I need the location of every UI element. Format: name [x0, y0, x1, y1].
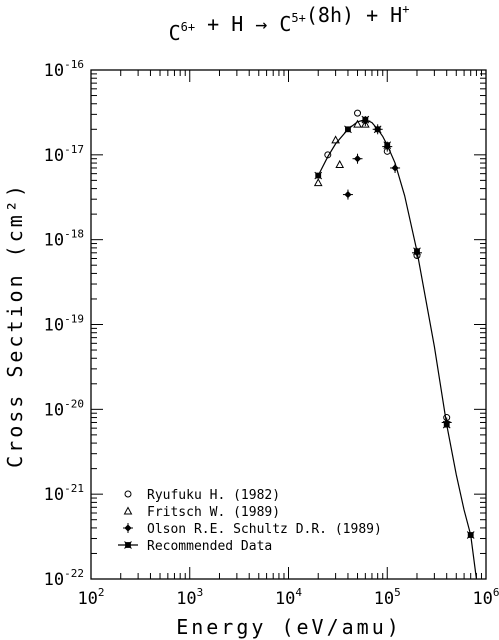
legend-label: Recommended Data [147, 539, 272, 554]
y-tick-label: 10-22 [44, 567, 84, 590]
data-point [390, 162, 401, 173]
recommended-curve [317, 118, 478, 580]
data-point [373, 125, 382, 134]
legend-marker [123, 506, 133, 515]
x-tick-label: 105 [374, 586, 401, 609]
x-tick-label: 102 [77, 586, 104, 609]
legend-label: Fritsch W. (1989) [147, 505, 280, 520]
x-axis-label: Energy (eV/amu) [176, 615, 402, 639]
x-tick-label: 104 [275, 586, 302, 609]
chart-title: C6+ + H → C5+(8h) + H+ [169, 2, 410, 45]
y-tick-label: 10-17 [44, 143, 84, 166]
data-point [383, 141, 392, 150]
y-tick-label: 10-19 [44, 313, 84, 336]
y-axis-label: Cross Section (cm²) [3, 182, 27, 468]
legend-label: Ryufuku H. (1982) [147, 488, 280, 503]
y-tick-label: 10-16 [44, 58, 84, 81]
title-text: C6+ + H → C5+(8h) + H+ [169, 2, 410, 45]
x-tick-label: 103 [176, 586, 203, 609]
y-tick-label: 10-18 [44, 228, 84, 251]
data-point [354, 109, 362, 117]
y-tick-labels: 10-22 10-21 10-20 10-19 10-18 10-17 10-16 [44, 58, 84, 590]
y-tick-label: 10-21 [44, 482, 84, 505]
x-tick-label: 106 [472, 586, 499, 609]
data-point [314, 171, 323, 180]
data-point [344, 125, 352, 134]
data-point [361, 119, 370, 128]
data-markers [313, 109, 475, 539]
legend-marker [123, 523, 133, 533]
data-point [342, 189, 353, 200]
legend-marker [124, 490, 132, 498]
data-point [361, 115, 370, 124]
data-point [466, 531, 475, 539]
legend-label: Olson R.E. Schultz D.R. (1989) [147, 522, 382, 537]
data-point [335, 159, 345, 168]
axis-ticks [90, 69, 487, 580]
legend-marker [124, 541, 132, 549]
y-tick-label: 10-20 [44, 397, 84, 420]
data-point [324, 151, 332, 159]
data-point [353, 119, 362, 128]
data-point [442, 420, 451, 429]
data-point [313, 178, 323, 187]
recommended-data-line [317, 118, 478, 580]
data-point [413, 247, 421, 256]
data-point [352, 153, 363, 164]
legend: Ryufuku H. (1982) Fritsch W. (1989) Olson … [118, 488, 382, 554]
data-point [331, 135, 340, 144]
x-tick-labels: 102 103 104 105 106 [77, 586, 499, 609]
